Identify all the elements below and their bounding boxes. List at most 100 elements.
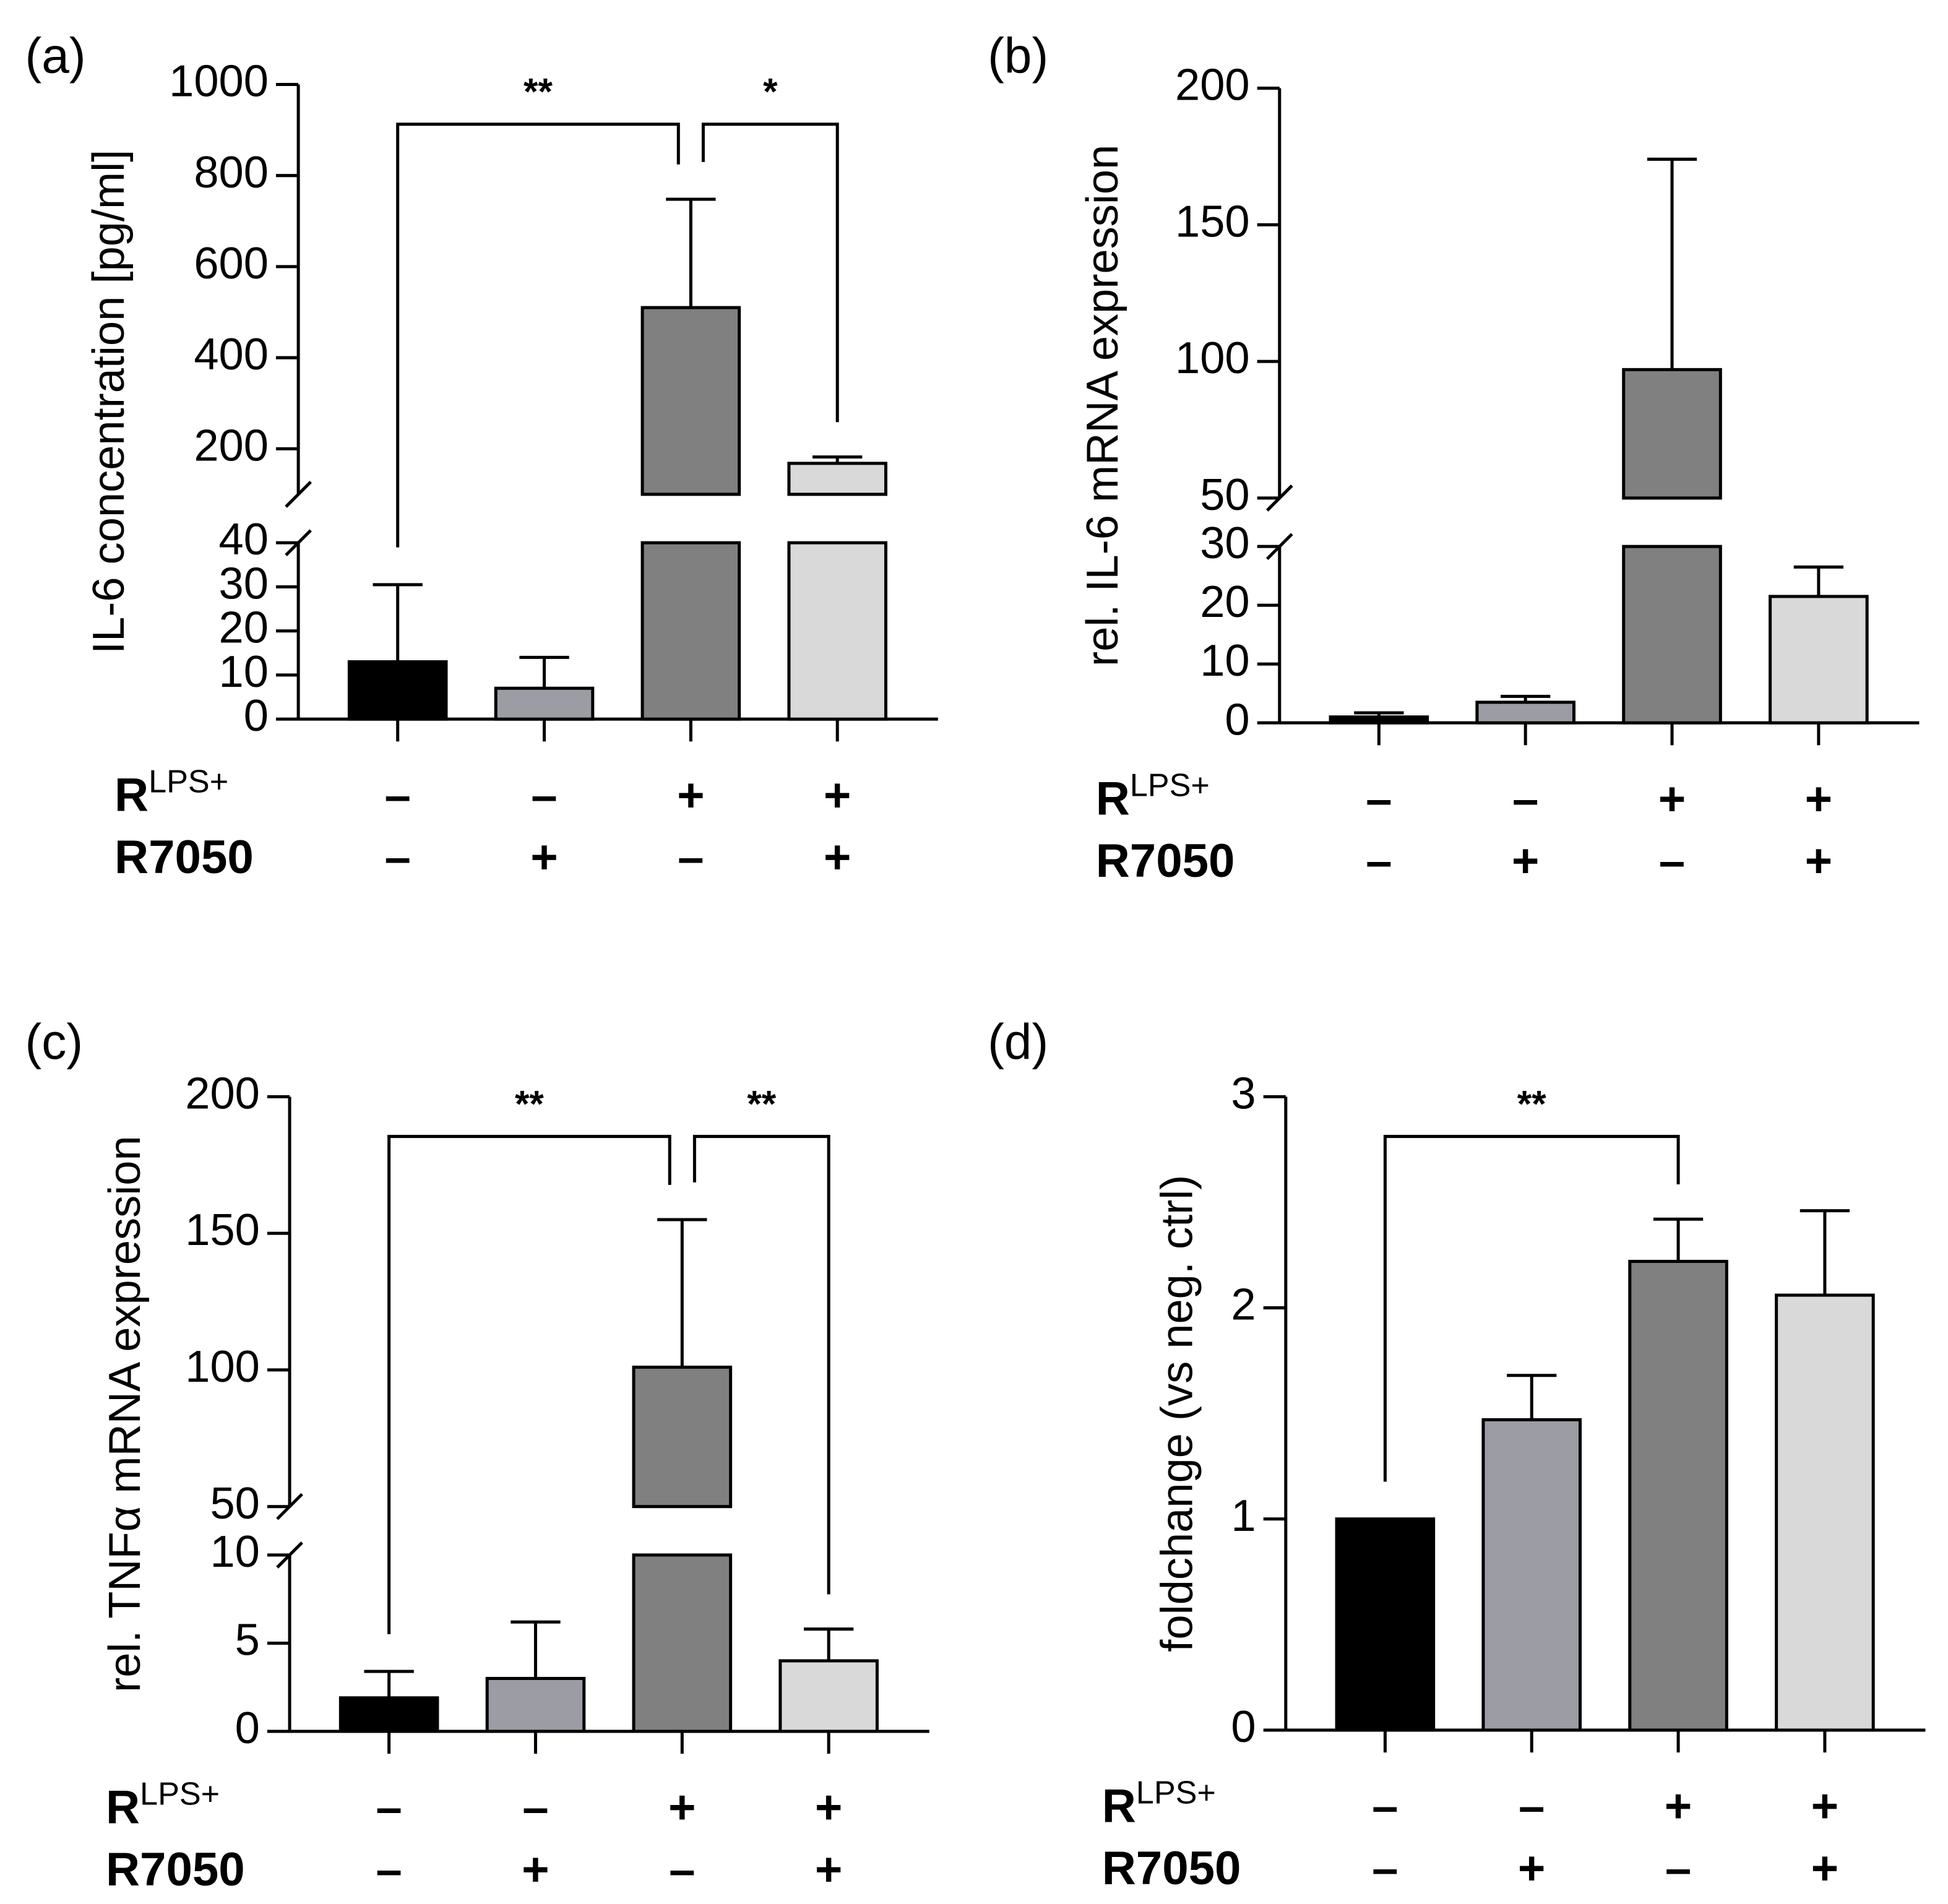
condition-name: R7050 — [1102, 1842, 1241, 1895]
condition-superscript: LPS+ — [149, 764, 228, 799]
y-tick-label: 20 — [219, 603, 269, 653]
condition-sign: – — [1366, 835, 1392, 887]
y-tick-label: 0 — [1231, 1702, 1256, 1752]
bar — [1775, 1293, 1875, 1732]
condition-label: RLPS+ — [1096, 767, 1210, 825]
significance-bracket — [692, 1135, 830, 1595]
y-tick-label: 1 — [1231, 1491, 1256, 1541]
y-axis-label: rel. IL-6 mRNA expression — [1078, 145, 1127, 666]
significance-label: ** — [524, 70, 553, 112]
condition-sign: + — [1805, 835, 1833, 887]
bar — [494, 686, 595, 721]
condition-label: RLPS+ — [114, 764, 228, 821]
condition-superscript: LPS+ — [1136, 1775, 1216, 1811]
bar — [1481, 1418, 1582, 1732]
panel-label: (d) — [988, 1014, 1048, 1070]
condition-name: R — [1096, 773, 1130, 825]
y-tick-label: 20 — [1200, 577, 1249, 627]
bar — [1628, 1259, 1728, 1732]
condition-sign: + — [1518, 1842, 1546, 1895]
condition-name: R7050 — [114, 831, 254, 884]
y-tick-label: 10 — [210, 1527, 259, 1577]
condition-sign: + — [522, 1843, 549, 1896]
condition-sign: – — [384, 831, 410, 884]
bar — [485, 1676, 586, 1733]
y-tick-label: 0 — [244, 691, 269, 741]
significance-label: * — [763, 70, 778, 112]
condition-superscript: LPS+ — [1130, 767, 1210, 803]
bar — [1475, 700, 1575, 725]
condition-label: R7050 — [1096, 835, 1235, 887]
y-tick-label: 30 — [1200, 519, 1249, 568]
condition-sign: + — [1665, 1780, 1692, 1833]
significance-label: ** — [515, 1082, 544, 1124]
condition-name: R — [1102, 1780, 1136, 1833]
y-tick-label: 10 — [1200, 636, 1249, 686]
y-tick-label: 1000 — [169, 57, 269, 106]
bar — [640, 306, 741, 496]
y-tick-label: 0 — [1225, 695, 1249, 744]
y-tick-label: 100 — [185, 1342, 260, 1392]
condition-label: R7050 — [114, 831, 254, 884]
condition-sign: – — [384, 769, 410, 822]
condition-sign: + — [677, 769, 705, 822]
condition-label: RLPS+ — [1102, 1775, 1216, 1832]
condition-sign: – — [669, 1843, 695, 1896]
condition-sign: – — [531, 769, 557, 822]
y-tick-label: 200 — [194, 421, 269, 470]
y-tick-label: 150 — [1175, 197, 1250, 246]
condition-label: R7050 — [106, 1843, 245, 1896]
bar — [640, 541, 741, 721]
y-tick-label: 200 — [185, 1069, 260, 1118]
panel-label: (a) — [25, 28, 86, 84]
y-tick-label: 50 — [210, 1479, 259, 1528]
bar — [787, 541, 887, 721]
y-tick-label: 600 — [194, 239, 269, 288]
condition-sign: – — [1512, 773, 1538, 825]
bar — [1335, 1517, 1436, 1732]
y-tick-label: 2 — [1231, 1280, 1256, 1330]
condition-sign: – — [1519, 1780, 1545, 1833]
y-tick-label: 400 — [194, 330, 269, 379]
bar — [338, 1696, 439, 1733]
condition-sign: – — [1372, 1842, 1398, 1895]
condition-sign: – — [522, 1781, 548, 1834]
significance-bracket — [387, 1135, 671, 1634]
y-tick-label: 5 — [235, 1616, 260, 1665]
condition-sign: + — [1805, 773, 1833, 825]
condition-sign: – — [1665, 1842, 1691, 1895]
y-tick-label: 200 — [1175, 61, 1250, 110]
condition-sign: – — [1659, 835, 1685, 887]
condition-sign: + — [1811, 1780, 1839, 1833]
bar — [632, 1365, 733, 1509]
bar — [787, 462, 887, 496]
bar — [1622, 368, 1722, 500]
condition-name: R — [106, 1781, 140, 1834]
y-tick-label: 30 — [219, 559, 269, 608]
condition-sign: – — [678, 831, 704, 884]
condition-sign: + — [824, 769, 851, 822]
condition-sign: – — [376, 1843, 402, 1896]
condition-sign: + — [1658, 773, 1686, 825]
condition-sign: + — [815, 1781, 843, 1834]
condition-label: R7050 — [1102, 1842, 1241, 1895]
condition-sign: + — [530, 831, 558, 884]
panel-label: (b) — [988, 28, 1048, 84]
condition-sign: – — [1372, 1780, 1398, 1833]
bar — [778, 1659, 879, 1733]
significance-bracket — [396, 123, 680, 548]
y-axis-label: IL-6 concentration [pg/ml] — [84, 150, 134, 654]
condition-sign: + — [1811, 1842, 1839, 1895]
bar — [632, 1553, 733, 1733]
condition-name: R — [114, 769, 149, 822]
y-tick-label: 800 — [194, 148, 269, 197]
y-axis-label: rel. TNFα mRNA expression — [100, 1135, 150, 1692]
condition-sign: – — [376, 1781, 402, 1834]
condition-sign: + — [824, 831, 851, 884]
y-axis-label: foldchange (vs neg. ctrl) — [1152, 1175, 1202, 1652]
significance-label: ** — [1517, 1082, 1546, 1124]
significance-bracket — [1383, 1135, 1680, 1482]
condition-name: R7050 — [106, 1843, 245, 1896]
condition-sign: + — [1512, 835, 1540, 887]
